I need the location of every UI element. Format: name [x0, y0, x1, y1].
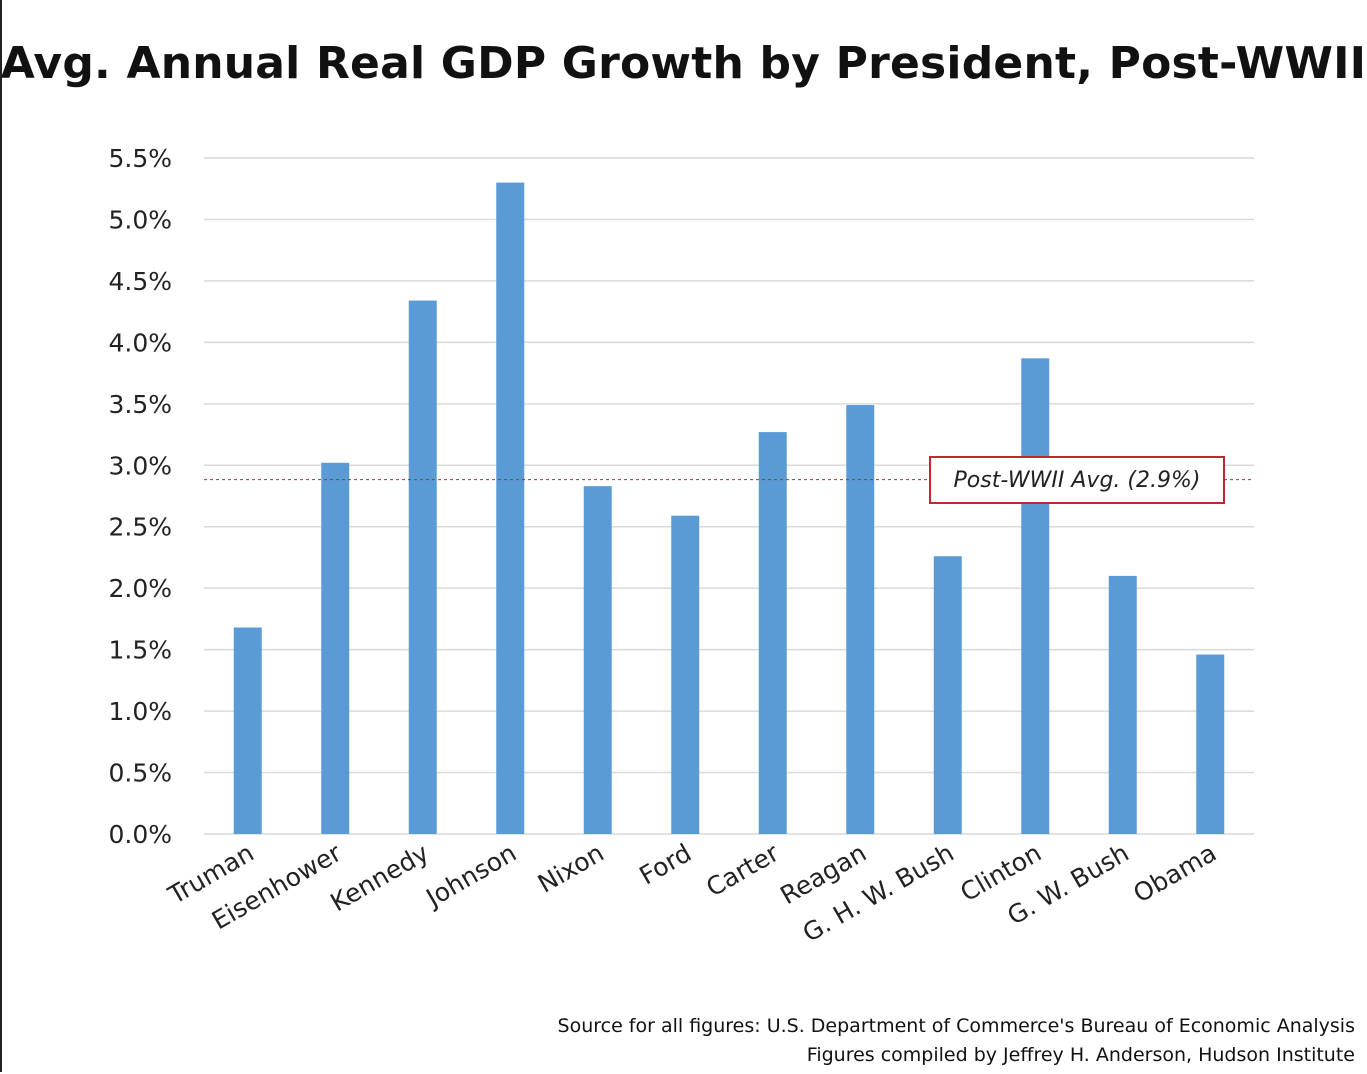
chart-title: Avg. Annual Real GDP Growth by President…: [0, 38, 1367, 89]
x-tick-label: Nixon: [533, 838, 609, 899]
bar-clinton: [1021, 358, 1050, 834]
y-tick-label: 3.5%: [108, 390, 172, 419]
x-tick-label: Kennedy: [325, 838, 433, 917]
bar-eisenhower: [321, 462, 350, 834]
bar-reagan: [846, 405, 875, 834]
source-note: Source for all figures: U.S. Department …: [557, 1015, 1355, 1037]
y-axis-ticks: 0.0% 0.5% 1.0% 1.5% 2.0% 2.5% 3.0% 3.5% 4.0% 4.5%…: [108, 144, 172, 849]
bar-truman: [233, 627, 262, 834]
x-tick-label: G. H. W. Bush: [798, 838, 959, 948]
credit-note: Figures compiled by Jeffrey H. Anderson,…: [806, 1044, 1355, 1066]
bar-ford: [671, 515, 700, 834]
y-tick-label: 3.0%: [108, 451, 172, 480]
bar-carter: [758, 432, 787, 834]
bar-nixon: [583, 486, 612, 834]
bar-g-w-bush: [1108, 575, 1137, 834]
bar-johnson: [496, 182, 525, 835]
y-tick-label: 5.5%: [108, 144, 172, 173]
y-tick-label: 2.5%: [108, 513, 172, 542]
y-tick-label: 1.5%: [108, 636, 172, 665]
x-tick-label: Carter: [701, 838, 784, 903]
y-tick-label: 0.5%: [108, 759, 172, 788]
y-tick-label: 0.0%: [108, 820, 172, 849]
bars: [233, 182, 1225, 835]
bar-g-h-w-bush: [933, 556, 962, 834]
y-tick-label: 4.0%: [108, 328, 172, 357]
bar-kennedy: [408, 300, 437, 834]
y-tick-label: 4.5%: [108, 267, 172, 296]
y-tick-label: 2.0%: [108, 574, 172, 603]
x-tick-label: Ford: [635, 838, 697, 890]
y-tick-label: 1.0%: [108, 697, 172, 726]
x-tick-label: Obama: [1128, 838, 1221, 908]
average-line-label: Post-WWII Avg. (2.9%): [929, 456, 1225, 504]
x-tick-label: Johnson: [420, 838, 522, 913]
bar-obama: [1196, 654, 1225, 834]
y-tick-label: 5.0%: [108, 205, 172, 234]
